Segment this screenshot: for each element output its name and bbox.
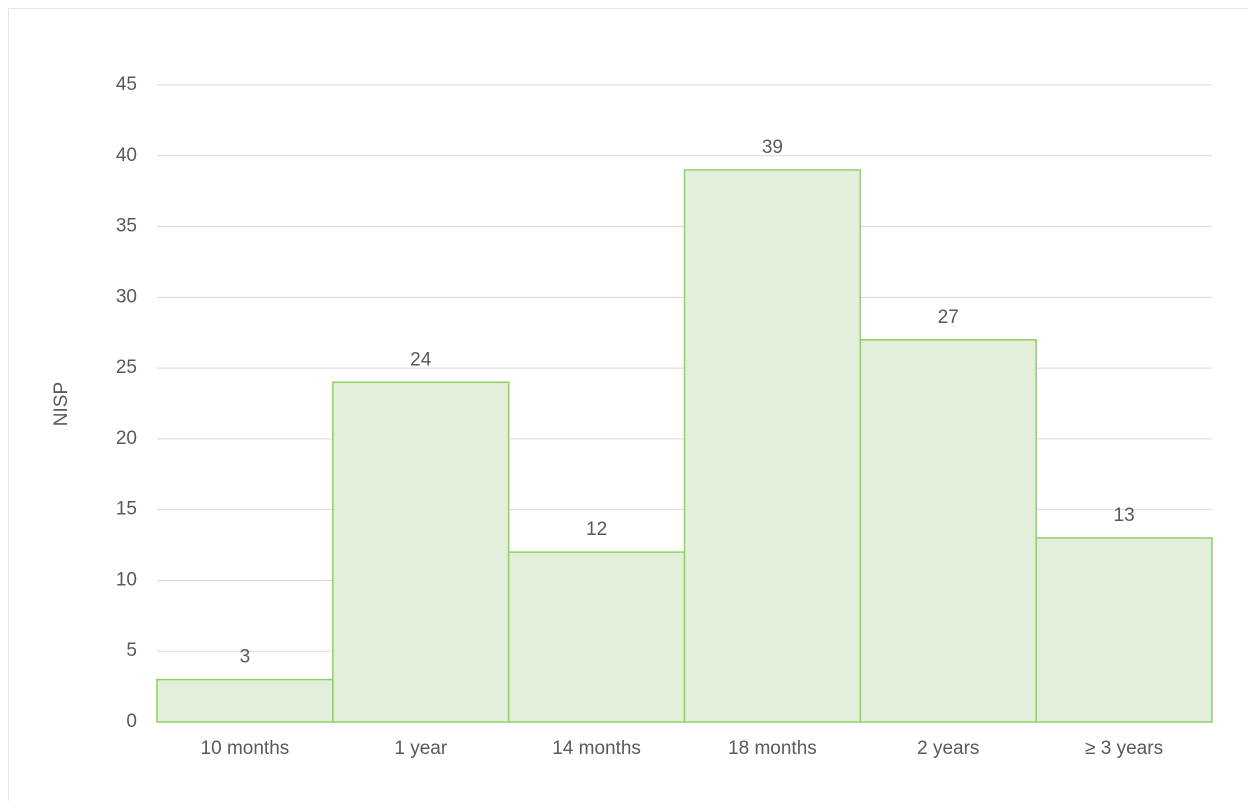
y-tick-label: 30 (116, 286, 137, 307)
y-tick-label: 15 (116, 499, 137, 520)
y-tick-label: 20 (116, 428, 137, 449)
x-tick-label: 14 months (552, 738, 641, 759)
y-tick-label: 10 (116, 569, 137, 590)
y-tick-label: 40 (116, 145, 137, 166)
data-label: 12 (586, 519, 607, 540)
x-tick-label: 10 months (201, 738, 290, 759)
x-tick-label: ≥ 3 years (1085, 738, 1163, 759)
x-tick-label: 2 years (917, 738, 979, 759)
y-tick-label: 25 (116, 357, 137, 378)
x-tick-label: 18 months (728, 738, 817, 759)
bar (683, 169, 862, 723)
bar (332, 381, 510, 723)
y-tick-label: 0 (126, 711, 137, 732)
bar (156, 678, 334, 723)
chart-frame (8, 8, 1248, 801)
x-tick-label: 1 year (394, 738, 447, 759)
data-label: 13 (1114, 505, 1135, 526)
y-tick-label: 5 (126, 640, 137, 661)
bar (507, 551, 686, 723)
y-tick-label: 35 (116, 216, 137, 237)
bar (1035, 537, 1213, 723)
y-tick-label: 45 (116, 74, 137, 95)
data-label: 24 (410, 349, 432, 370)
data-label: 39 (762, 137, 783, 158)
y-axis-label: NISP (51, 382, 72, 426)
data-label: 3 (240, 647, 251, 668)
data-label: 27 (938, 307, 959, 328)
bar (859, 339, 1037, 723)
